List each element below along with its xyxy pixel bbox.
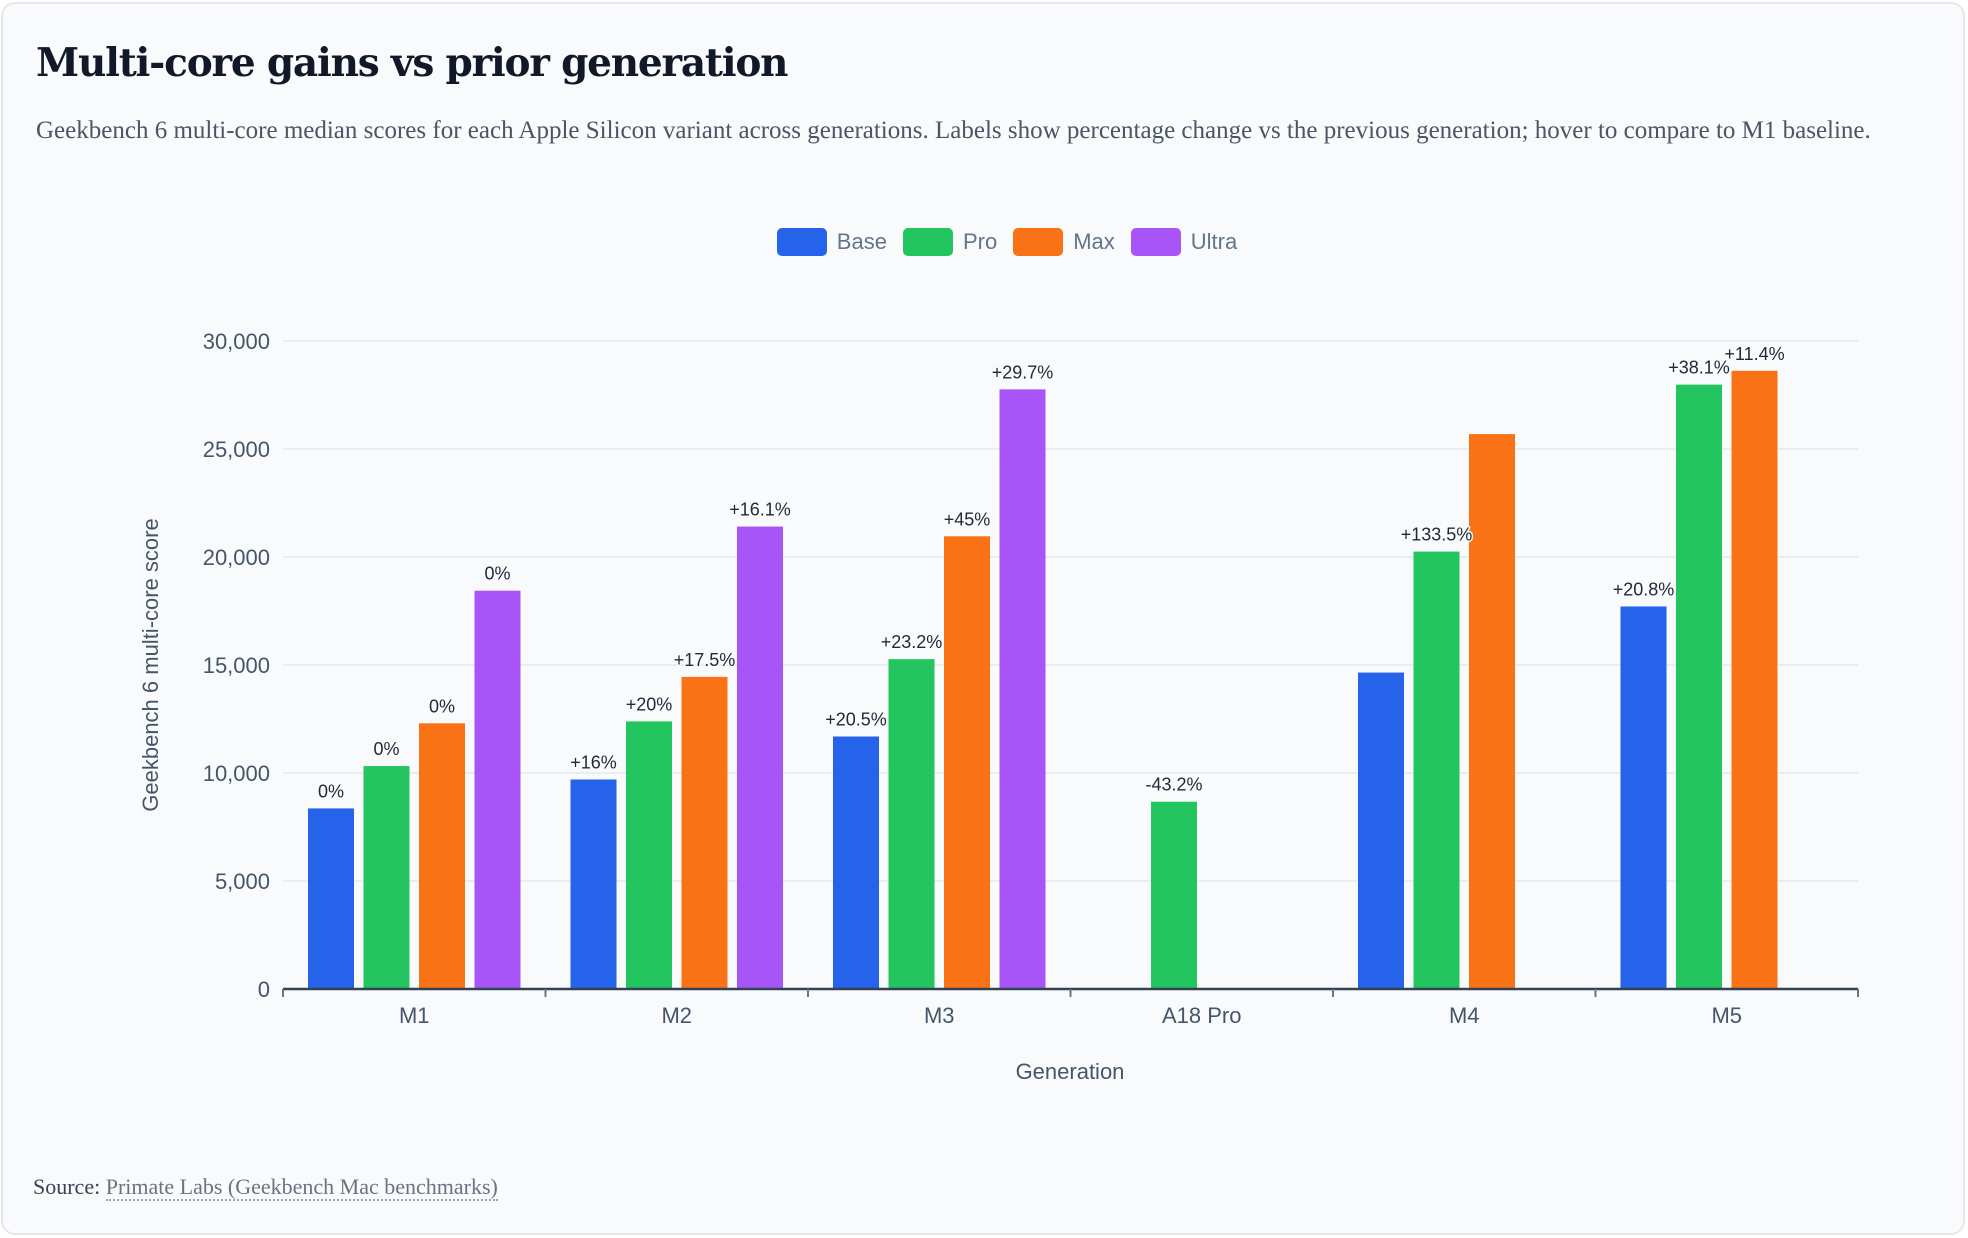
data-label: +16.1% bbox=[729, 500, 791, 520]
x-axis: M1 M2 M3 A18 Pro M4 M5 bbox=[282, 987, 1859, 1028]
legend-swatch bbox=[902, 228, 953, 256]
bar-base-m1[interactable] bbox=[308, 808, 354, 989]
legend-item-max[interactable]: Max bbox=[1013, 228, 1115, 256]
x-tick-label: M2 bbox=[661, 1003, 692, 1028]
bar-max-m2[interactable] bbox=[681, 676, 728, 989]
bar-pro-m4[interactable] bbox=[1413, 551, 1460, 989]
y-tick-label: 15,000 bbox=[203, 653, 270, 678]
y-tick-label: 0 bbox=[258, 977, 270, 1002]
legend-item-base[interactable]: Base bbox=[776, 228, 887, 256]
legend-label: Base bbox=[836, 229, 887, 254]
source-link[interactable]: Primate Labs (Geekbench Mac benchmarks) bbox=[105, 1174, 498, 1201]
data-label: +45% bbox=[944, 509, 991, 529]
legend-label: Ultra bbox=[1190, 229, 1238, 254]
y-tick-label: 30,000 bbox=[203, 329, 270, 354]
bar-base-m3[interactable] bbox=[833, 736, 879, 989]
bar-max-m5[interactable] bbox=[1731, 370, 1778, 990]
data-label: -43.2% bbox=[1145, 775, 1202, 795]
data-label: +11.4% bbox=[1724, 344, 1784, 364]
bar-ultra-m1[interactable] bbox=[474, 590, 521, 989]
bar-pro-m5[interactable] bbox=[1676, 384, 1722, 990]
bar-base-m2[interactable] bbox=[570, 779, 617, 989]
data-label: +29.7% bbox=[992, 362, 1054, 382]
bar-base-m5[interactable] bbox=[1620, 606, 1667, 989]
legend-swatch bbox=[1130, 228, 1181, 256]
legend-item-pro[interactable]: Pro bbox=[902, 228, 998, 256]
bars bbox=[308, 370, 1778, 990]
data-label: +17.5% bbox=[674, 650, 736, 670]
page-title: Multi-core gains vs prior generation bbox=[36, 40, 789, 86]
legend-label: Pro bbox=[962, 229, 998, 254]
data-label: +23.2% bbox=[881, 632, 943, 652]
source-prefix: Source: bbox=[33, 1174, 101, 1199]
bar-max-m3[interactable] bbox=[944, 536, 990, 989]
data-label: 0% bbox=[373, 739, 399, 759]
bar-pro-m1[interactable] bbox=[363, 766, 410, 989]
legend-swatch bbox=[1013, 228, 1064, 256]
x-tick-label: M1 bbox=[399, 1003, 430, 1028]
y-tick-label: 5,000 bbox=[215, 869, 270, 894]
bar-ultra-m3[interactable] bbox=[999, 389, 1046, 989]
bar-pro-a18-pro[interactable] bbox=[1151, 801, 1197, 989]
bar-max-m1[interactable] bbox=[419, 723, 465, 989]
bar-pro-m2[interactable] bbox=[626, 721, 672, 989]
bar-base-m4[interactable] bbox=[1358, 672, 1404, 989]
legend-label: Max bbox=[1073, 229, 1115, 254]
bar-max-m4[interactable] bbox=[1469, 434, 1515, 989]
data-label: +20.8% bbox=[1613, 579, 1675, 599]
source-note: Source: Primate Labs (Geekbench Mac benc… bbox=[33, 1174, 498, 1201]
x-tick-label: A18 Pro bbox=[1162, 1003, 1242, 1028]
legend-swatch bbox=[776, 228, 827, 256]
bar-ultra-m2[interactable] bbox=[737, 526, 783, 989]
data-label: 0% bbox=[429, 696, 455, 716]
x-tick-label: M3 bbox=[924, 1003, 955, 1028]
y-axis-title: Geekbench 6 multi-core score bbox=[138, 518, 163, 811]
y-tick-label: 25,000 bbox=[203, 437, 270, 462]
chart-subtitle: Geekbench 6 multi-core median scores for… bbox=[36, 117, 1871, 144]
data-label: +20% bbox=[626, 694, 673, 714]
x-tick-label: M5 bbox=[1711, 1003, 1742, 1028]
legend-item-ultra[interactable]: Ultra bbox=[1130, 228, 1238, 256]
data-label: 0% bbox=[484, 564, 510, 584]
y-axis-ticks: 0 5,000 10,000 15,000 20,000 25,000 30,000 bbox=[203, 329, 270, 1002]
bar-pro-m3[interactable] bbox=[888, 659, 935, 989]
y-tick-label: 10,000 bbox=[203, 761, 270, 786]
y-tick-label: 20,000 bbox=[203, 545, 270, 570]
chart-legend: Base Pro Max Ultra bbox=[0, 228, 1968, 256]
x-tick-label: M4 bbox=[1449, 1003, 1480, 1028]
data-label: +133.5% bbox=[1401, 525, 1473, 545]
data-labels: 0% 0% 0% 0% +16% +20% +17.5% +16.1% +20.5% +23.2%… bbox=[316, 342, 1786, 803]
data-label: +20.5% bbox=[825, 709, 887, 729]
data-label: 0% bbox=[318, 781, 344, 801]
gridlines bbox=[283, 340, 1858, 882]
x-axis-title: Generation bbox=[1016, 1059, 1125, 1084]
data-label: +38.1% bbox=[1668, 358, 1730, 378]
data-label: +16% bbox=[570, 752, 617, 772]
